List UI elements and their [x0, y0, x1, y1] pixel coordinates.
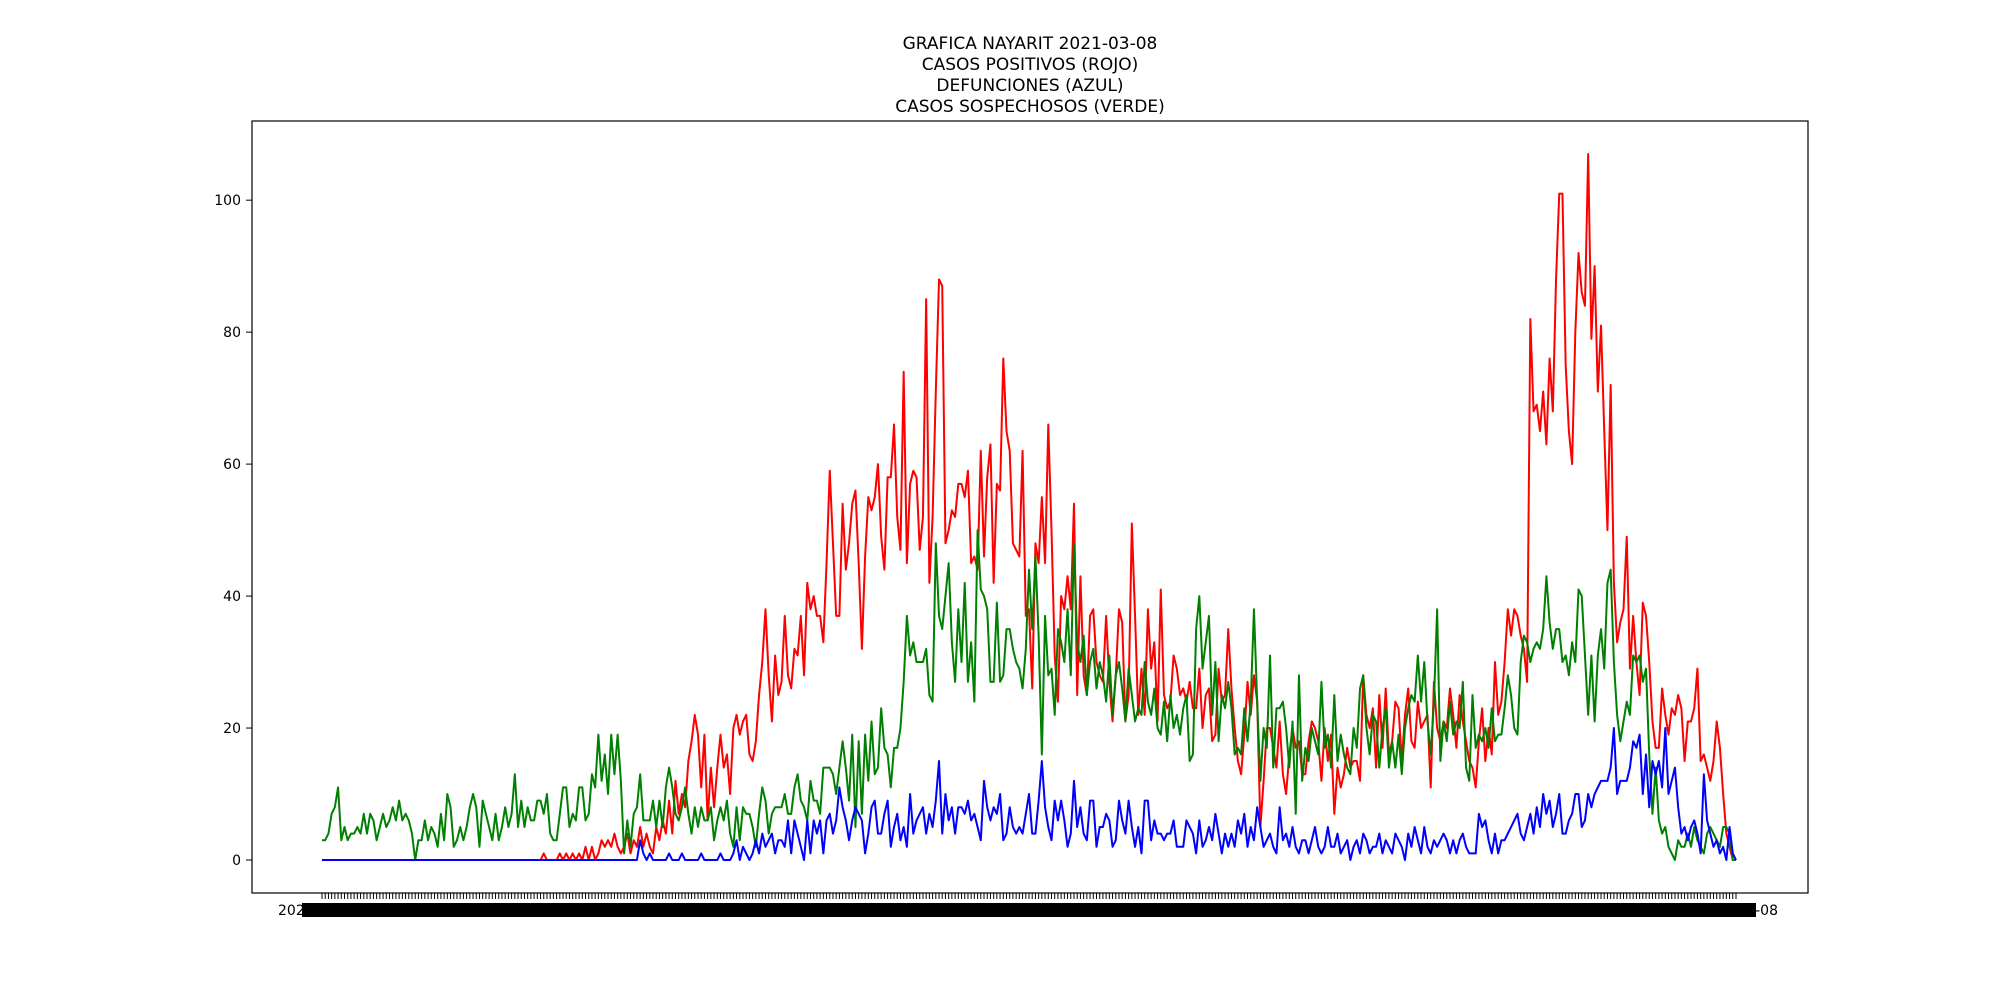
y-tick-label: 100: [214, 193, 241, 209]
x-axis: 2020-03-08 2021-03-08: [278, 893, 1778, 919]
sospechosos-line: [322, 529, 1736, 862]
axes-frame: [251, 120, 1809, 894]
positivos-line: [322, 152, 1736, 862]
title-line-2: CASOS POSITIVOS (ROJO): [922, 55, 1138, 75]
y-axis: 0 20 40 60 80 100: [214, 193, 252, 869]
y-tick-label: 0: [232, 853, 241, 869]
x-tick-marks: [321, 893, 1737, 899]
title-line-4: CASOS SOSPECHOSOS (VERDE): [895, 97, 1165, 117]
y-tick-label: 80: [223, 325, 241, 341]
x-tick-label-first: 2020-03-08: [278, 903, 359, 919]
plot-area: [322, 152, 1737, 862]
defunciones-line: [322, 727, 1737, 862]
x-tick-label-last: 2021-03-08: [1697, 903, 1778, 919]
chart-title: GRAFICA NAYARIT 2021-03-08 CASOS POSITIV…: [895, 34, 1165, 117]
y-tick-label: 60: [223, 457, 241, 473]
title-line-1: GRAFICA NAYARIT 2021-03-08: [903, 34, 1158, 54]
x-tick-labels-overlap: [302, 903, 1756, 917]
y-tick-label: 20: [223, 721, 241, 737]
y-tick-label: 40: [223, 589, 241, 605]
title-line-3: DEFUNCIONES (AZUL): [936, 76, 1123, 96]
